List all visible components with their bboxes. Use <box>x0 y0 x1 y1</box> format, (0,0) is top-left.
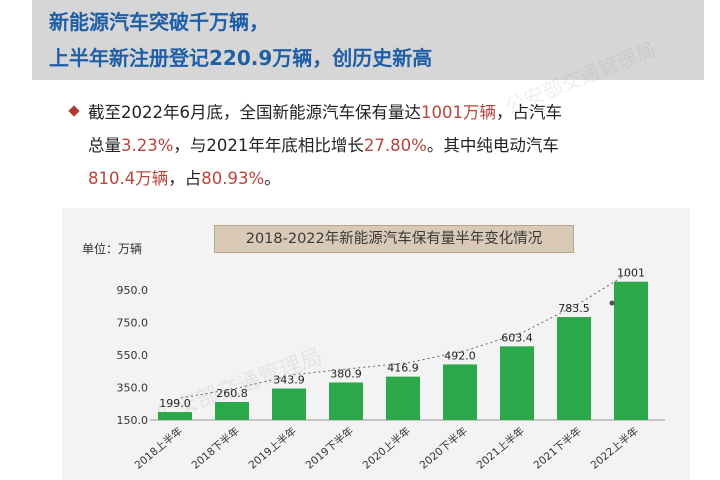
bar <box>443 364 477 420</box>
headline-line-2: 上半年新注册登记220.9万辆，创历史新高 <box>49 46 433 70</box>
bar <box>557 317 591 420</box>
x-tick-label: 2020下半年 <box>417 424 470 471</box>
y-tick-label: 550.0 <box>117 349 149 362</box>
trend-arrow-head <box>609 300 615 306</box>
bar <box>158 412 192 420</box>
bar <box>386 376 420 420</box>
header-banner: 新能源汽车突破千万辆， 上半年新注册登记220.9万辆，创历史新高 <box>32 0 704 80</box>
y-tick-label: 150.0 <box>117 414 149 427</box>
bar <box>500 346 534 420</box>
y-tick-label: 950.0 <box>117 284 149 297</box>
bullet-row-2: 总量3.23%，与2021年年底相比增长27.80%。其中纯电动汽车 <box>88 136 559 155</box>
bullet-paragraph: 截至2022年6月底，全国新能源汽车保有量达1001万辆，占汽车 总量3.23%… <box>66 96 686 195</box>
x-tick-label: 2020上半年 <box>360 424 413 471</box>
y-tick-label: 350.0 <box>117 382 149 395</box>
headline-line-1: 新能源汽车突破千万辆， <box>49 10 269 34</box>
bar <box>215 401 249 420</box>
x-tick-label: 2018上半年 <box>132 424 185 471</box>
x-tick-label: 2021下半年 <box>531 424 584 471</box>
y-tick-label: 750.0 <box>117 317 149 330</box>
chart-unit-label: 单位：万辆 <box>82 242 143 256</box>
x-tick-label: 2022上半年 <box>588 424 641 471</box>
bullet-row-1: 截至2022年6月底，全国新能源汽车保有量达1001万辆，占汽车 <box>88 103 562 122</box>
x-tick-label: 2019上半年 <box>246 424 299 471</box>
bar-value-label: 492.0 <box>444 349 476 362</box>
bar-value-label: 783.5 <box>558 302 590 315</box>
x-tick-label: 2019下半年 <box>303 424 356 471</box>
chart-title: 2018-2022年新能源汽车保有量半年变化情况 <box>214 225 574 253</box>
x-tick-label: 2018下半年 <box>189 424 242 471</box>
bar-value-label: 603.4 <box>501 331 533 344</box>
bar-value-label: 380.9 <box>330 367 362 380</box>
bar <box>272 388 306 420</box>
bar <box>329 382 363 420</box>
trend-line <box>180 267 638 399</box>
bar-value-label: 416.9 <box>387 362 419 375</box>
bar-value-label: 1001 <box>617 267 645 280</box>
bar-value-label: 343.9 <box>273 373 305 386</box>
bar <box>614 281 648 420</box>
bar-value-label: 199.0 <box>159 397 191 410</box>
bar-value-label: 260.8 <box>216 387 248 400</box>
bullet-row-3: 810.4万辆，占80.93%。 <box>88 169 281 188</box>
x-tick-label: 2021上半年 <box>474 424 527 471</box>
